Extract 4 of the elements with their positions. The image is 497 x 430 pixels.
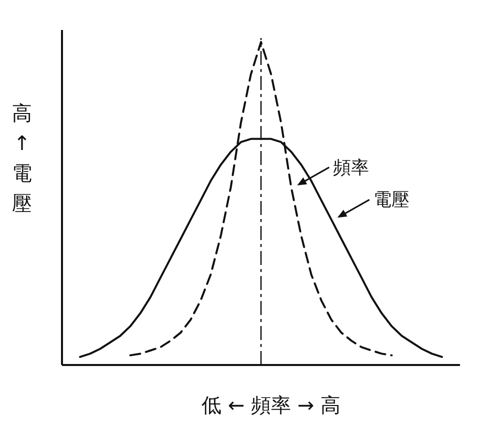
x-axis-title: 低 ← 頻率 → 高 xyxy=(202,393,340,417)
annotation: 電壓 xyxy=(373,190,410,211)
y-axis-title: 高 ↑ 電壓 xyxy=(12,101,32,215)
annotation: 頻率 xyxy=(333,157,370,178)
